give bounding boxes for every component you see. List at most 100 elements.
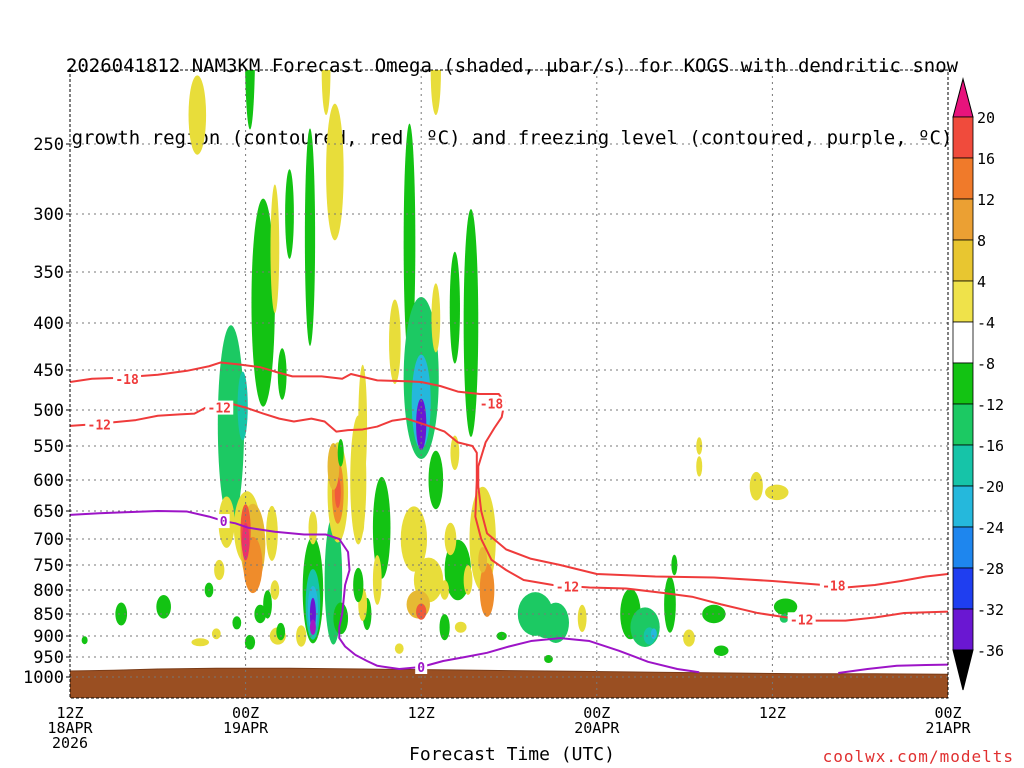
colorbar-cap-bottom [952,649,974,691]
omega-cell [337,439,344,467]
colorbar-band [952,444,974,487]
colorbar-band [952,362,974,405]
omega-cell [444,522,457,556]
y-tick-label: 500 [33,401,64,421]
colorbar-label: -12 [977,396,1004,414]
colorbar-label: 4 [977,273,986,291]
omega-cell [478,546,488,573]
omega-cell [535,616,556,639]
contour-label: -12 [88,418,111,433]
freezing-level-contour [838,663,948,674]
omega-cell [285,169,294,259]
omega-cell [241,522,250,561]
colorbar-band [952,321,974,364]
colorbar-label: 8 [977,232,986,250]
colorbar-label: -20 [977,478,1004,496]
y-tick-label: 600 [33,471,64,491]
contour-label-bg [205,400,234,415]
colorbar-band [952,280,974,323]
omega-cell [308,511,318,545]
y-tick-label: 850 [33,605,64,625]
omega-cell [463,565,473,595]
omega-cell [713,645,729,656]
omega-cell [389,299,401,385]
omega-cell [270,184,280,314]
colorbar-cap-top [952,77,974,118]
colorbar-band [952,485,974,528]
omega-cell [431,283,441,353]
omega-cell [304,128,316,346]
plot-border [69,69,949,699]
omega-cell [403,123,416,363]
omega-cell [439,614,450,641]
omega-cell [156,595,171,619]
y-tick-label: 300 [33,205,64,225]
colorbar-label: -4 [977,314,995,332]
omega-cell [245,70,255,130]
contour-label: -12 [790,613,813,628]
y-tick-label: 650 [33,502,64,522]
omega-cell [696,456,703,477]
omega-cell [81,636,88,645]
omega-cell [664,576,676,633]
colorbar-band [952,239,974,282]
contour-label-bg [787,612,816,627]
omega-cell [650,628,657,640]
colorbar: 20 16 12 8 4 -4 -8 -12 -16 -20 -24 -28 -32 -36 [952,77,1004,691]
colorbar-label: -28 [977,560,1004,578]
y-tick-label: 900 [33,627,64,647]
omega-cell [440,580,450,600]
colorbar-label: -36 [977,642,1004,660]
colorbar-label: -8 [977,355,995,373]
omega-cell [394,643,404,654]
omega-cell [696,437,703,455]
colorbar-label: 16 [977,150,995,168]
x-tick-label: 12Z [759,704,786,722]
omega-cell [671,554,678,576]
y-tick-label: 800 [33,581,64,601]
omega-cell [191,638,210,647]
omega-cell [244,634,256,650]
colorbar-label: 12 [977,191,995,209]
omega-cell [217,325,245,524]
omega-cell [211,628,221,640]
contour-label: -18 [115,373,139,388]
omega-cell [321,70,331,115]
omega-cell [232,616,242,630]
terrain [70,667,948,698]
y-tick-label: 550 [33,437,64,457]
omega-cell [683,629,695,647]
contour-label-bg [113,371,142,386]
omega-cell [773,598,798,616]
title-line-1: 2026041812 NAM3KM Forecast Omega (shaded… [65,55,959,77]
contour-label: 0 [220,515,228,530]
colorbar-band [952,116,974,159]
contour-label-bg [477,396,506,411]
contour-label: -18 [822,580,846,595]
y-tick-label: 950 [33,648,64,668]
colorbar-band [952,608,974,651]
omega-cell [251,198,275,407]
grid [70,70,948,698]
omega-cell [309,619,316,635]
credit-link[interactable]: coolwx.com/modelts [822,747,1014,766]
contour-label: -18 [480,398,504,413]
contours: -18 -18 -18 -12 -12 -12 -12 0 0 [70,361,948,676]
colorbar-band [952,526,974,569]
omega-cell [254,604,267,624]
colorbar-band [952,157,974,200]
omega-cell [463,209,479,437]
omega-cell [372,555,382,605]
x-axis-title: Forecast Time (UTC) [409,744,615,765]
omega-cell [355,513,365,537]
x-tick-label: 18APR [47,719,93,737]
colorbar-band [952,567,974,610]
contour-label-bg [85,417,114,432]
contour-label: -12 [208,402,231,417]
colorbar-band [952,403,974,446]
x-tick-label: 20APR [574,719,620,737]
omega-cell [749,471,763,501]
omega-cell [449,251,460,364]
omega-shading [81,70,798,664]
